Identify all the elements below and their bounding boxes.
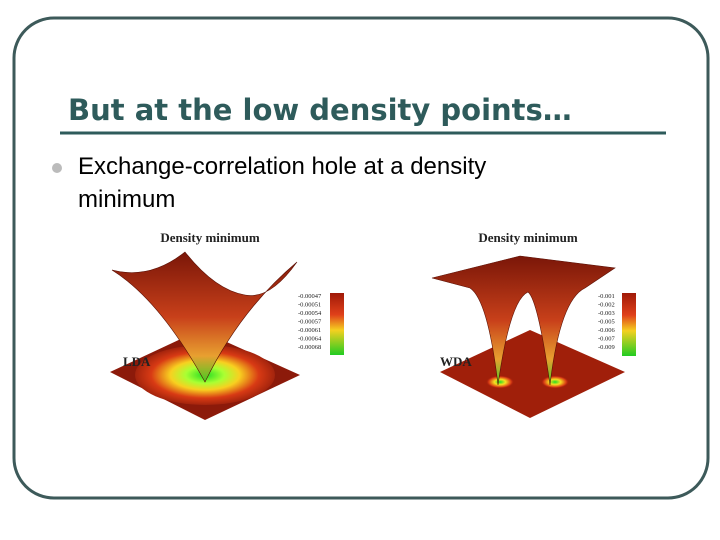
slide-title: But at the low density points…: [68, 93, 572, 127]
colorbar-label: -0.002: [598, 302, 615, 309]
slide-frame: [12, 16, 710, 500]
figure-lda: Density minimum LDA -0.00047-0.00051-0.0…: [110, 230, 344, 420]
colorbar-label: -0.003: [598, 310, 615, 317]
figure-wda: Density minimum WDA -0.001 -0.002-0.003 -0…: [431, 230, 636, 418]
colorbar-label: -0.00068: [298, 344, 321, 351]
colorbar-label: -0.00054: [298, 310, 322, 317]
colorbar-label: -0.007: [598, 336, 616, 343]
colorbar-label: -0.005: [598, 319, 615, 326]
surface: [431, 255, 616, 386]
surface: [111, 251, 298, 383]
figure-heading: Density minimum: [478, 230, 577, 245]
floor-map: [527, 369, 583, 395]
floor-map: [472, 369, 528, 395]
figure-label: LDA: [123, 354, 151, 369]
figure-label: WDA: [440, 354, 472, 369]
bullet-text: Exchange-correlation hole at a density mi…: [78, 153, 486, 213]
colorbar-label: -0.001: [598, 293, 615, 300]
colorbar: [330, 293, 344, 355]
colorbar-label: -0.00064: [298, 336, 322, 343]
colorbar-label: -0.009: [598, 344, 615, 351]
figure-heading: Density minimum: [160, 230, 259, 245]
colorbar-label: -0.00047: [298, 293, 322, 300]
colorbar-label: -0.00061: [298, 327, 321, 334]
colorbar-label: -0.00057: [298, 319, 322, 326]
floor: [440, 330, 625, 418]
colorbar-label: -0.006: [598, 327, 616, 334]
colorbar-label: -0.00051: [298, 302, 321, 309]
colorbar: [622, 293, 636, 356]
bullet-dot: [52, 163, 62, 173]
